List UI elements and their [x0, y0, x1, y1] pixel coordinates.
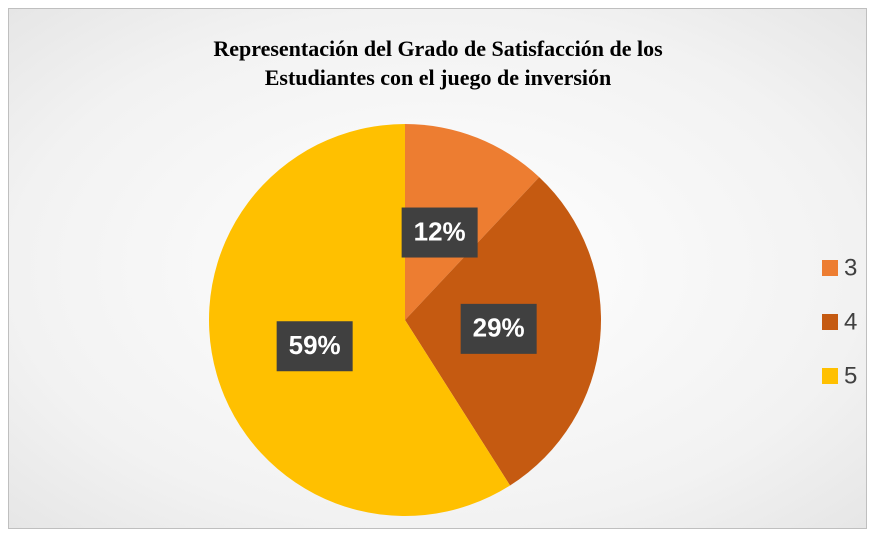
- label-box: [460, 303, 537, 354]
- legend-label: 5: [844, 362, 857, 389]
- data-label: 29%: [473, 313, 525, 343]
- legend-swatch: [822, 368, 838, 384]
- chart-title: Representación del Grado de Satisfacción…: [213, 36, 663, 90]
- legend-label: 3: [844, 254, 857, 281]
- label-box: [276, 321, 353, 372]
- label-box: [401, 207, 478, 258]
- data-label: 59%: [289, 330, 341, 360]
- data-label: 12%: [414, 216, 466, 246]
- pie-slice: [208, 124, 511, 516]
- legend-label: 4: [844, 308, 857, 335]
- legend-swatch: [822, 314, 838, 330]
- legend-swatch: [822, 260, 838, 276]
